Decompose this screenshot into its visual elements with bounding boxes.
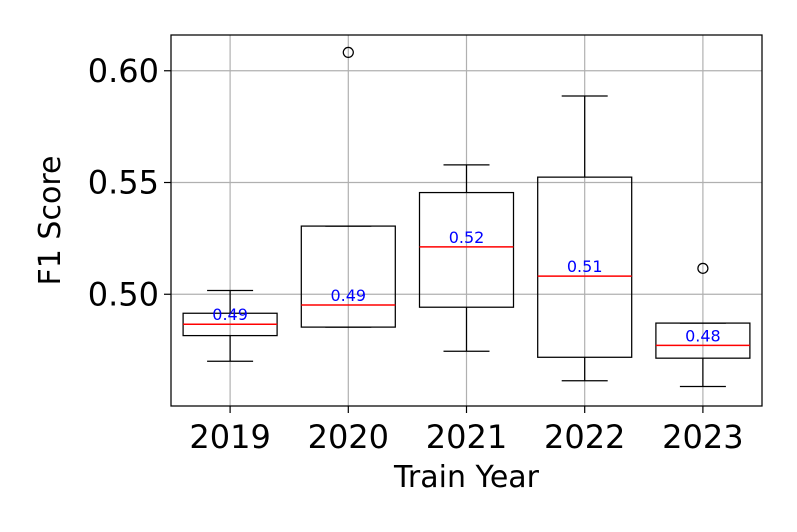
median-value-label: 0.51 [567, 257, 603, 276]
x-tick-label: 2021 [426, 418, 507, 456]
boxes: 0.49 0.49 0.52 0.51 0.48 [182, 46, 751, 388]
x-axis-label: Train Year [393, 460, 540, 495]
x-tick-label: 2022 [544, 418, 625, 456]
outlier-point [697, 262, 709, 274]
y-tick-label: 0.50 [88, 275, 159, 313]
box-2019: 0.49 [182, 289, 278, 362]
iqr-box [537, 176, 633, 358]
y-tick-label: 0.60 [88, 52, 159, 90]
iqr-box [655, 322, 751, 359]
box-2021: 0.52 [418, 164, 515, 352]
iqr-box [418, 191, 515, 308]
box-2022: 0.51 [537, 95, 633, 382]
y-axis-label: F1 Score [33, 156, 68, 286]
axis-ticks: 0.50 0.55 0.60 2019 2020 2021 2022 2023 [88, 52, 744, 456]
x-tick-label: 2020 [308, 418, 389, 456]
y-tick-label: 0.55 [88, 164, 159, 202]
x-tick-label: 2019 [189, 418, 270, 456]
outlier-point [342, 46, 354, 59]
median-value-label: 0.49 [212, 305, 248, 324]
x-tick-label: 2023 [662, 418, 743, 456]
median-value-label: 0.52 [449, 228, 485, 247]
iqr-box [300, 225, 396, 328]
median-value-label: 0.49 [330, 286, 366, 305]
median-value-label: 0.48 [685, 326, 721, 345]
box-2020: 0.49 [300, 46, 396, 328]
box-2023: 0.48 [655, 262, 751, 388]
